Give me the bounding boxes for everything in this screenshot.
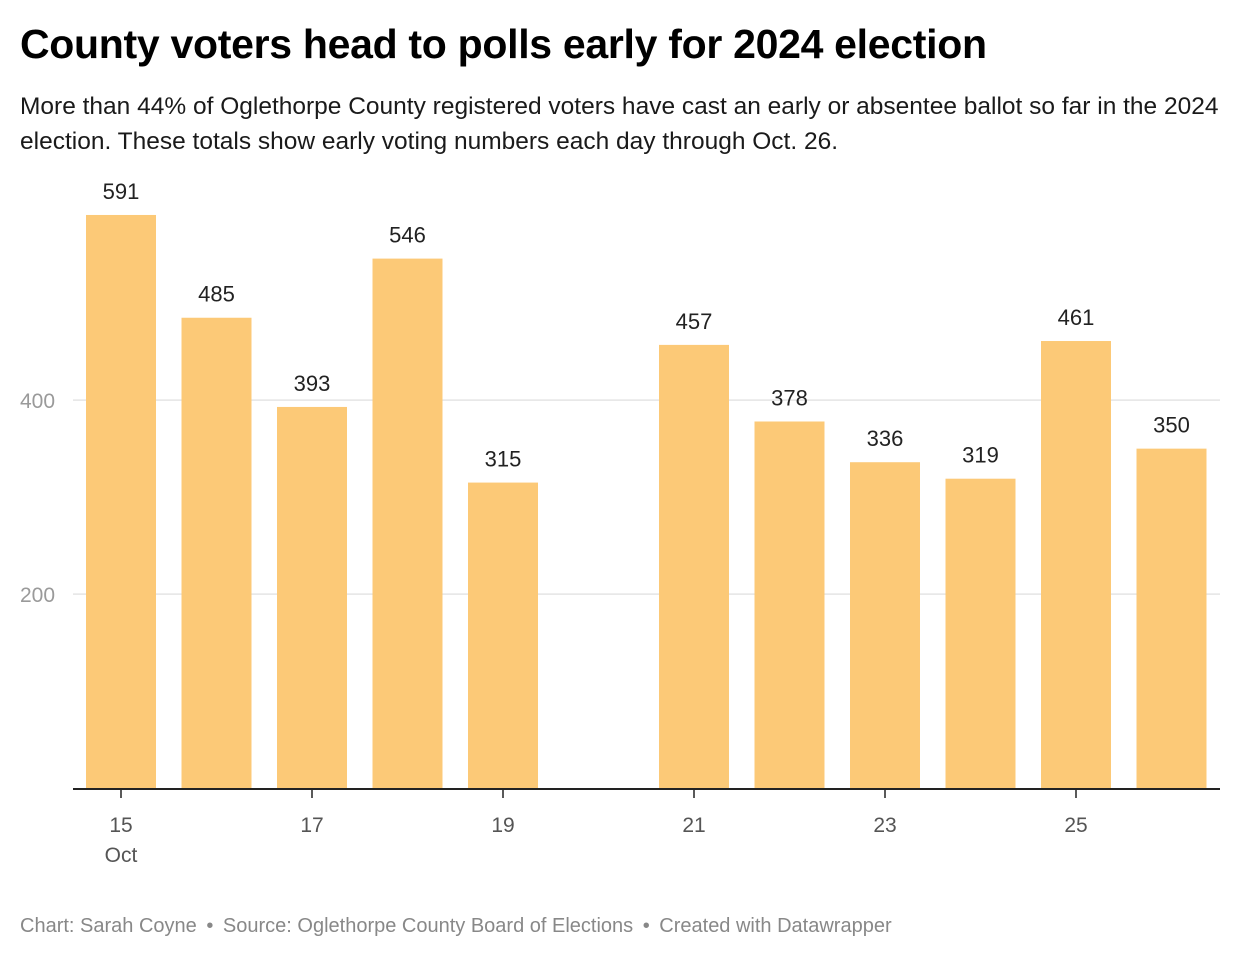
chart-footer: Chart: Sarah Coyne • Source: Oglethorpe …	[20, 915, 892, 938]
bar-value-label: 350	[1153, 413, 1190, 438]
x-tick-label: 19	[491, 814, 514, 837]
bar	[86, 214, 156, 788]
bar-value-label: 378	[771, 385, 808, 410]
bar	[754, 421, 825, 788]
x-tick-label: 25	[1064, 814, 1087, 837]
bar	[277, 406, 347, 788]
y-tick-label: 200	[20, 584, 55, 607]
y-tick-label: 400	[20, 390, 55, 413]
bar-value-label: 591	[103, 179, 140, 204]
x-tick-label: 17	[300, 814, 323, 837]
bar-value-label: 319	[962, 443, 999, 468]
bar	[1136, 448, 1207, 788]
x-tick-sublabel: Oct	[105, 844, 138, 867]
bar-value-label: 457	[676, 309, 713, 334]
x-tick-label: 23	[873, 814, 896, 837]
chart-source: Source: Oglethorpe County Board of Elect…	[222, 915, 634, 937]
bar-value-label: 315	[485, 447, 522, 472]
x-axis: 15 Oct 17 19 21 23 25	[73, 788, 1220, 867]
x-tick-label: 15	[109, 814, 132, 837]
chart-tool-credit: Created with Datawrapper	[659, 915, 892, 937]
bar-value-label: 393	[294, 371, 331, 396]
bar-value-label: 336	[867, 426, 904, 451]
bar	[468, 482, 538, 788]
bars	[86, 214, 1207, 788]
bar	[945, 478, 1016, 788]
chart-title: County voters head to polls early for 20…	[20, 21, 987, 67]
bar	[850, 462, 920, 788]
chart-subtitle: More than 44% of Oglethorpe County regis…	[20, 93, 1219, 155]
bar	[372, 258, 443, 788]
bar-chart: 200 400 591 485 393 546 315 457 378 336 319 461 350…	[20, 179, 1220, 867]
footer-separator: •	[206, 915, 214, 937]
bar-value-label: 461	[1058, 305, 1095, 330]
bar	[181, 317, 252, 788]
chart-credit: Chart: Sarah Coyne	[20, 915, 197, 937]
bar	[659, 344, 729, 788]
bar-value-label: 546	[389, 223, 426, 248]
x-tick-label: 21	[682, 814, 705, 837]
value-labels: 591 485 393 546 315 457 378 336 319 461 350	[103, 179, 1190, 472]
gridlines: 200 400	[20, 390, 1220, 607]
bar	[1041, 341, 1111, 788]
footer-separator: •	[642, 915, 650, 937]
bar-value-label: 485	[198, 282, 235, 307]
